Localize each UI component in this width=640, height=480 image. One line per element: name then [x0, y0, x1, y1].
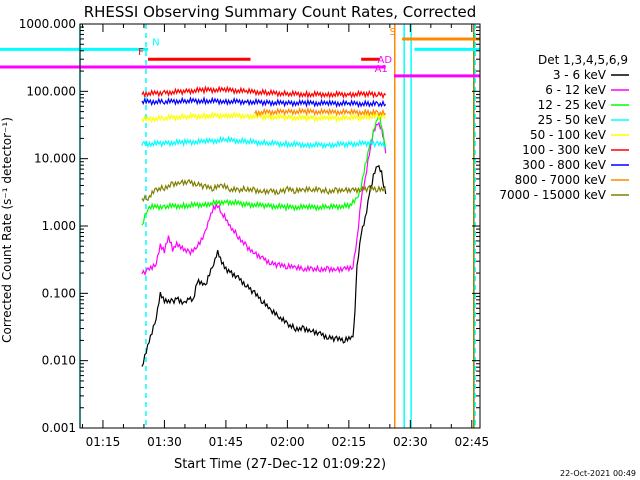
series-line-0 [141, 164, 387, 367]
x-axis-label: Start Time (27-Dec-12 01:09:22) [174, 457, 386, 472]
flag-label-2: F [138, 47, 144, 58]
footer-date: 22-Oct-2021 00:49 [560, 469, 636, 478]
x-tick-label: 01:45 [209, 435, 244, 449]
series-line-5 [141, 85, 387, 100]
y-tick-label: 1000.000 [19, 17, 76, 31]
legend-entry-label: 25 - 50 keV [538, 113, 607, 127]
flag-label-5: S [390, 27, 396, 38]
legend-entry-label: 6 - 12 keV [545, 83, 607, 97]
series-line-6 [141, 95, 387, 109]
flag-label-0: N [152, 37, 159, 48]
legend-entry-label: 100 - 300 keV [522, 143, 606, 157]
series-line-1 [141, 121, 387, 277]
legend-entry-label: 300 - 800 keV [522, 158, 606, 172]
series-line-3 [141, 135, 387, 150]
legend-entry-label: 7000 - 15000 keV [499, 188, 606, 202]
x-tick-label: 01:30 [147, 435, 182, 449]
series-line-2 [141, 112, 387, 226]
x-tick-label: 02:30 [393, 435, 428, 449]
chart-title: RHESSI Observing Summary Count Rates, Co… [84, 3, 477, 21]
legend-entry-label: 800 - 7000 keV [515, 173, 607, 187]
y-tick-label: 10.000 [34, 152, 76, 166]
legend-entry-label: 50 - 100 keV [530, 128, 607, 142]
x-tick-label: 02:45 [455, 435, 490, 449]
flag-label-3: AD [378, 55, 393, 66]
legend-entry-label: 3 - 6 keV [553, 68, 607, 82]
series-line-8 [141, 178, 387, 203]
y-tick-label: 1.000 [42, 219, 76, 233]
x-tick-label: 02:15 [332, 435, 367, 449]
y-axis-label: Corrected Count Rate (s⁻¹ detector⁻¹) [0, 117, 14, 343]
series-line-4 [141, 111, 387, 124]
ticks-layer: 0.001 0.010 0.100 1.000 10.000 100.000 1000.00… [19, 17, 489, 449]
y-tick-label: 0.010 [42, 354, 76, 368]
x-tick-label: 02:00 [270, 435, 305, 449]
legend-title: Det 1,3,4,5,6,9 [538, 53, 628, 67]
y-tick-label: 0.001 [42, 421, 76, 435]
flag-label-4: A1 [375, 64, 388, 75]
legend-entry-label: 12 - 25 keV [538, 98, 607, 112]
y-tick-label: 100.000 [26, 84, 76, 98]
y-tick-label: 0.100 [42, 286, 76, 300]
series-line-7 [254, 106, 387, 118]
x-tick-label: 01:15 [86, 435, 121, 449]
series-layer [141, 85, 387, 367]
